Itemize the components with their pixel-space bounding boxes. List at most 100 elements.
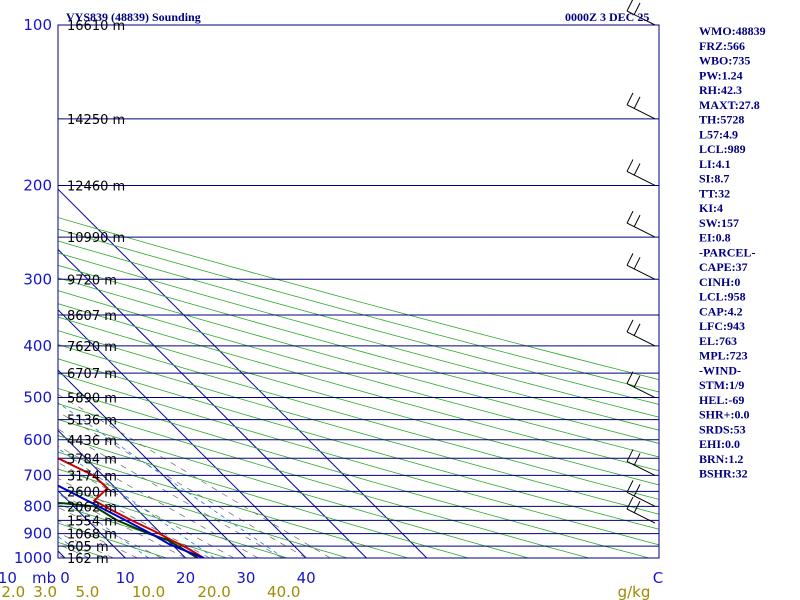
profiles [58,457,205,558]
moist-adiabat [58,492,186,558]
pressure-label: 300 [23,270,52,288]
barb-staff [626,331,656,347]
mixing-ratio-tick: 40.0 [267,583,300,600]
height-label: 3174 m [67,469,117,484]
wind-barbs [626,0,656,524]
height-label: 2600 m [67,485,117,500]
index-item: LCL:958 [699,290,746,304]
index-item: -WIND- [699,363,741,377]
barb-flag [633,163,641,176]
height-label: 6707 m [67,367,117,382]
isotherm [0,25,5,558]
index-item: LI:4.1 [699,157,731,171]
index-item: SW:157 [699,216,739,230]
moist-adiabat [58,507,162,558]
index-item: TT:32 [699,186,730,200]
index-item: SI:8.7 [699,172,729,186]
height-label: 3784 m [67,452,117,467]
dry-adiabat [58,264,659,431]
dry-adiabat [58,468,348,558]
height-label: 605 m [67,540,109,555]
pressure-label: 500 [23,389,52,407]
index-item: SRDS:53 [699,422,746,436]
mixing-ratio-tick: 20.0 [197,583,230,600]
parcel-profile [58,484,205,558]
barb-staff [626,222,656,238]
barb-flag [633,323,641,337]
pressure-label: 700 [23,466,52,484]
pressure-unit-label: mb [32,569,56,587]
pressure-label: 900 [23,525,52,543]
barb-flag [633,96,641,110]
dry-adiabat [58,240,659,405]
height-label: 10990 m [67,231,125,246]
index-item: -PARCEL- [699,245,755,259]
mixing-ratio-tick: 2.0 [1,583,25,600]
height-label: 8607 m [67,309,117,324]
mixing-ratio-tick: 5.0 [76,583,100,600]
dew-point-profile [58,501,199,558]
barb-flag [633,375,641,388]
chart-title: VYS839 (48839) Sounding [66,10,201,24]
temperature-tick: 0 [60,569,70,587]
barb-flag [626,371,634,384]
height-label: 9720 m [67,273,117,288]
isotherm [58,248,367,558]
barb-flag [626,210,634,224]
barb-flag [626,449,634,462]
indices-panel: WMO:48839FRZ:566WBO:735PW:1.24RH:42.3MAX… [699,24,766,481]
pressure-label: 200 [23,176,52,194]
isotherm [58,188,428,558]
index-item: FRZ:566 [699,39,745,53]
background-grid [0,25,659,558]
dry-adiabat [58,228,659,393]
pressure-label: 800 [23,497,52,515]
barb-flag [633,214,641,228]
mixing-ratio-tick: 3.0 [33,583,57,600]
dry-adiabat [58,303,659,472]
index-item: PW:1.24 [699,68,743,82]
wind-barb [626,210,656,238]
index-item: EHI:0.0 [699,437,740,451]
height-label: 4436 m [67,434,117,449]
barb-flag [626,253,634,266]
barb-staff [626,508,656,524]
wind-barb [626,449,656,476]
barb-staff [626,104,656,120]
pressure-label: 400 [23,337,52,355]
temperature-unit-label: C [653,569,663,587]
dry-adiabat [58,252,659,418]
height-label: 14250 m [67,113,125,128]
wind-barb [626,371,656,398]
wind-barb [626,253,656,280]
barb-flag [626,0,634,12]
index-item: RH:42.3 [699,83,742,97]
barb-flag [633,453,641,466]
height-label: 1554 m [67,514,117,529]
mixing-ratio-unit-label: g/kg [618,583,651,600]
index-item: CAPE:37 [699,260,748,274]
pressure-label: 1000 [14,549,52,567]
height-label: 1068 m [67,528,117,543]
dry-adiabat [58,316,659,486]
temperature-tick: 20 [176,569,195,587]
barb-flag [633,500,641,514]
dry-adiabat [58,330,659,500]
index-item: CINH:0 [699,275,740,289]
index-item: HEL:-69 [699,393,744,407]
pressure-label: 100 [23,16,52,34]
index-item: EL:763 [699,334,737,348]
barb-staff [626,264,656,280]
height-label: 7620 m [67,340,117,355]
wind-barb [626,480,656,507]
barb-staff [626,383,656,398]
index-item: BSHR:32 [699,467,748,481]
index-item: LCL:989 [699,142,746,156]
index-item: MPL:723 [699,349,748,363]
index-item: KI:4 [699,201,723,215]
index-item: LFC:943 [699,319,745,333]
moist-adiabat [58,520,138,558]
wind-barb [626,0,656,26]
index-item: STM:1/9 [699,378,744,392]
